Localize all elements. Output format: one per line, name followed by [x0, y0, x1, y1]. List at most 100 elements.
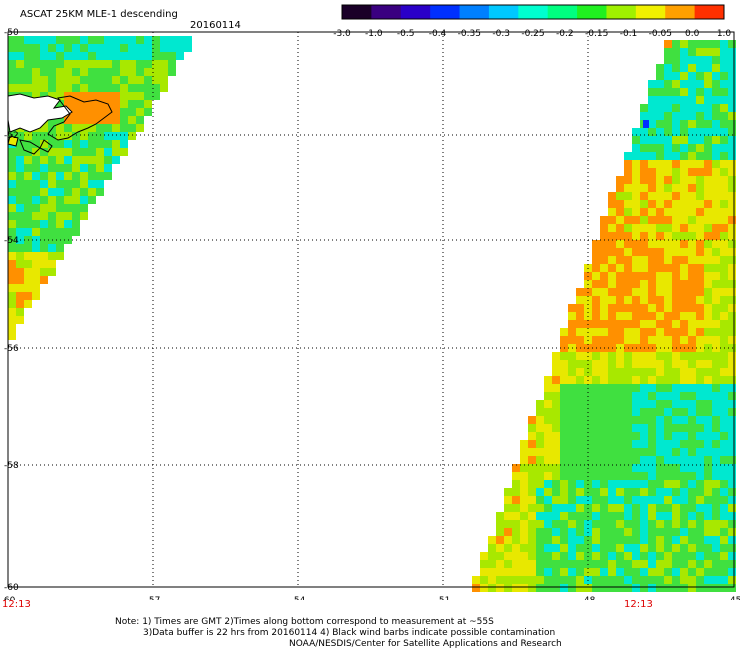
swath-cell	[624, 376, 632, 384]
swath-cell	[64, 76, 72, 84]
swath-cell	[640, 504, 648, 512]
swath-cell	[8, 76, 16, 84]
swath-cell	[64, 212, 72, 220]
swath-cell	[640, 216, 648, 224]
swath-cell	[16, 188, 24, 196]
swath-cell	[648, 576, 656, 584]
swath-cell	[704, 128, 712, 136]
swath-cell	[528, 488, 536, 496]
swath-cell	[48, 220, 56, 228]
swath-cell	[56, 124, 64, 132]
swath-cell	[120, 68, 128, 76]
swath-cell	[728, 576, 736, 584]
swath-cell	[664, 528, 672, 536]
swath-cell	[8, 316, 16, 324]
swath-cell	[608, 192, 616, 200]
swath-cell	[720, 304, 728, 312]
swath-cell	[56, 220, 64, 228]
swath-cell	[688, 240, 696, 248]
swath-cell	[608, 224, 616, 232]
swath-cell	[688, 560, 696, 568]
swath-cell	[728, 448, 736, 456]
swath-cell	[536, 472, 544, 480]
swath-cell	[656, 104, 664, 112]
swath-cell	[568, 336, 576, 344]
swath-cell	[640, 392, 648, 400]
swath-cell	[616, 568, 624, 576]
swath-cell	[88, 36, 96, 44]
swath-cell	[728, 376, 736, 384]
swath-cell	[720, 312, 728, 320]
swath-cell	[16, 308, 24, 316]
swath-cell	[608, 512, 616, 520]
swath-cell	[488, 584, 496, 592]
swath-cell	[720, 376, 728, 384]
swath-cell	[560, 504, 568, 512]
swath-cell	[8, 228, 16, 236]
colorbar-tick-label: -1.0	[365, 29, 383, 39]
swath-cell	[72, 84, 80, 92]
swath-cell	[48, 268, 56, 276]
swath-cell	[16, 172, 24, 180]
swath-cell	[608, 584, 616, 592]
swath-cell	[64, 100, 72, 108]
swath-cell	[680, 104, 688, 112]
swath-cell	[8, 220, 16, 228]
swath-cell	[24, 220, 32, 228]
swath-cell	[544, 488, 552, 496]
swath-cell	[544, 408, 552, 416]
swath-cell	[632, 552, 640, 560]
swath-cell	[656, 184, 664, 192]
swath-cell	[656, 528, 664, 536]
swath-cell	[728, 120, 736, 128]
swath-cell	[648, 232, 656, 240]
swath-cell	[632, 296, 640, 304]
swath-cell	[672, 440, 680, 448]
swath-cell	[8, 36, 16, 44]
swath-cell	[608, 576, 616, 584]
swath-cell	[640, 520, 648, 528]
swath-cell	[24, 52, 32, 60]
swath-cell	[536, 520, 544, 528]
swath-cell	[712, 584, 720, 592]
swath-cell	[728, 128, 736, 136]
swath-cell	[32, 220, 40, 228]
swath-cell	[128, 124, 136, 132]
swath-cell	[592, 320, 600, 328]
swath-cell	[544, 584, 552, 592]
swath-cell	[544, 512, 552, 520]
swath-cell	[672, 352, 680, 360]
colorbar-tick-label: 0.0	[685, 29, 700, 39]
swath-cell	[120, 132, 128, 140]
swath-cell	[720, 400, 728, 408]
swath-cell	[664, 368, 672, 376]
swath-cell	[688, 120, 696, 128]
swath-cell	[680, 448, 688, 456]
swath-cell	[632, 416, 640, 424]
swath-cell	[696, 224, 704, 232]
swath-cell	[560, 360, 568, 368]
swath-cell	[528, 520, 536, 528]
swath-cell	[672, 72, 680, 80]
swath-cell	[664, 192, 672, 200]
swath-cell	[552, 576, 560, 584]
swath-cell	[640, 512, 648, 520]
swath-cell	[16, 84, 24, 92]
swath-cell	[40, 132, 48, 140]
swath-cell	[16, 148, 24, 156]
swath-cell	[680, 208, 688, 216]
swath-cell	[720, 168, 728, 176]
swath-cell	[656, 224, 664, 232]
swath-cell	[704, 160, 712, 168]
swath-cell	[624, 520, 632, 528]
swath-cell	[512, 480, 520, 488]
swath-cell	[488, 536, 496, 544]
swath-cell	[496, 568, 504, 576]
swath-cell	[680, 512, 688, 520]
swath-cell	[624, 384, 632, 392]
swath-cell	[728, 272, 736, 280]
swath-cell	[24, 180, 32, 188]
swath-cell	[624, 512, 632, 520]
swath-cell	[672, 264, 680, 272]
swath-cell	[712, 96, 720, 104]
